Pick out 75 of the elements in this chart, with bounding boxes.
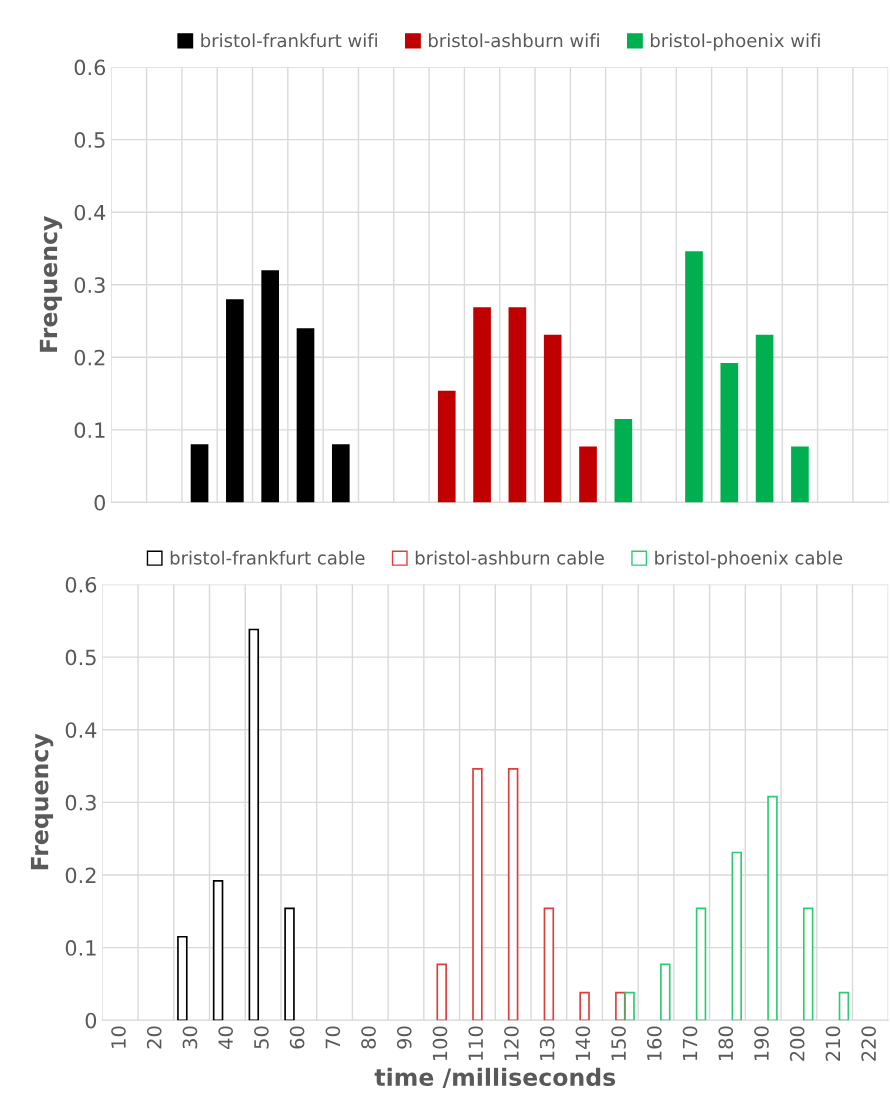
bar bbox=[212, 879, 224, 1021]
x-tick-label: 220 bbox=[861, 1026, 876, 1061]
bar bbox=[507, 768, 519, 1021]
legend-label: bristol-ashburn cable bbox=[415, 550, 604, 565]
y-axis-title: Frequency bbox=[30, 733, 54, 870]
bar bbox=[802, 907, 814, 1021]
x-axis-title: time /milliseconds bbox=[374, 1067, 616, 1088]
x-tick-label: 40 bbox=[218, 1026, 234, 1049]
bar bbox=[436, 963, 447, 1021]
bar bbox=[695, 907, 707, 1021]
y-tick-label: 0.5 bbox=[74, 132, 105, 148]
x-tick-label: 130 bbox=[539, 1026, 555, 1061]
x-tick-label: 120 bbox=[504, 1026, 519, 1061]
x-tick-label: 160 bbox=[646, 1026, 662, 1061]
x-tick-label: 100 bbox=[432, 1026, 448, 1061]
y-tick-label: 0.2 bbox=[65, 867, 96, 884]
x-tick-label: 80 bbox=[361, 1026, 376, 1049]
x-tick-label: 20 bbox=[146, 1026, 162, 1049]
x-tick-label: 60 bbox=[289, 1026, 305, 1049]
legend-label: bristol-phoenix cable bbox=[655, 550, 843, 569]
x-tick-label: 140 bbox=[575, 1026, 591, 1061]
y-tick-label: 0.1 bbox=[65, 940, 96, 956]
legend-label: bristol-frankfurt wifi bbox=[201, 33, 377, 48]
bar bbox=[543, 334, 562, 503]
x-tick-label: 180 bbox=[718, 1026, 734, 1061]
bar bbox=[685, 251, 703, 503]
x-tick-label: 170 bbox=[682, 1026, 698, 1061]
bar bbox=[177, 935, 188, 1021]
y-tick-label: 0.6 bbox=[74, 59, 106, 76]
y-tick-label: 0.1 bbox=[74, 422, 105, 439]
bar bbox=[614, 418, 633, 503]
bar bbox=[261, 270, 279, 503]
y-tick-label: 0.4 bbox=[65, 722, 97, 738]
x-tick-label: 30 bbox=[182, 1026, 198, 1049]
y-tick-label: 0.3 bbox=[74, 277, 105, 293]
x-tick-label: 210 bbox=[825, 1026, 841, 1061]
y-tick-label: 0.6 bbox=[65, 576, 97, 593]
x-tick-label: 50 bbox=[254, 1026, 269, 1049]
bar bbox=[579, 991, 590, 1021]
bar bbox=[226, 299, 244, 503]
bar bbox=[660, 963, 671, 1021]
legend-label: bristol-phoenix wifi bbox=[650, 33, 820, 51]
bar bbox=[248, 628, 260, 1021]
bar bbox=[767, 795, 778, 1021]
bar bbox=[720, 363, 739, 503]
bar bbox=[190, 444, 209, 503]
x-tick-label: 70 bbox=[325, 1026, 341, 1049]
x-tick-label: 110 bbox=[468, 1026, 484, 1061]
x-tick-label: 90 bbox=[396, 1026, 412, 1049]
y-axis-title: Frequency bbox=[39, 216, 63, 352]
bar bbox=[755, 334, 774, 503]
y-tick-label: 0 bbox=[94, 494, 106, 511]
bar bbox=[543, 907, 555, 1021]
y-tick-label: 0.3 bbox=[65, 794, 96, 811]
legend-label: bristol-frankfurt cable bbox=[170, 550, 365, 565]
legend-label: bristol-ashburn wifi bbox=[429, 33, 599, 48]
bar bbox=[437, 390, 456, 503]
bar bbox=[508, 307, 527, 503]
x-tick-label: 150 bbox=[611, 1026, 626, 1061]
x-tick-label: 10 bbox=[111, 1026, 126, 1048]
bar bbox=[473, 307, 491, 503]
bar bbox=[838, 991, 850, 1021]
bar bbox=[296, 328, 315, 503]
x-tick-label: 200 bbox=[789, 1026, 805, 1061]
bar bbox=[731, 851, 743, 1021]
bar bbox=[791, 446, 809, 503]
y-tick-label: 0.5 bbox=[65, 649, 96, 666]
bar bbox=[331, 444, 350, 503]
bar bbox=[472, 768, 483, 1021]
y-tick-label: 0 bbox=[85, 1012, 97, 1029]
bar bbox=[284, 907, 295, 1021]
bar bbox=[579, 446, 597, 503]
y-tick-label: 0.2 bbox=[74, 349, 105, 366]
x-tick-label: 190 bbox=[754, 1026, 769, 1061]
y-tick-label: 0.4 bbox=[74, 204, 106, 221]
